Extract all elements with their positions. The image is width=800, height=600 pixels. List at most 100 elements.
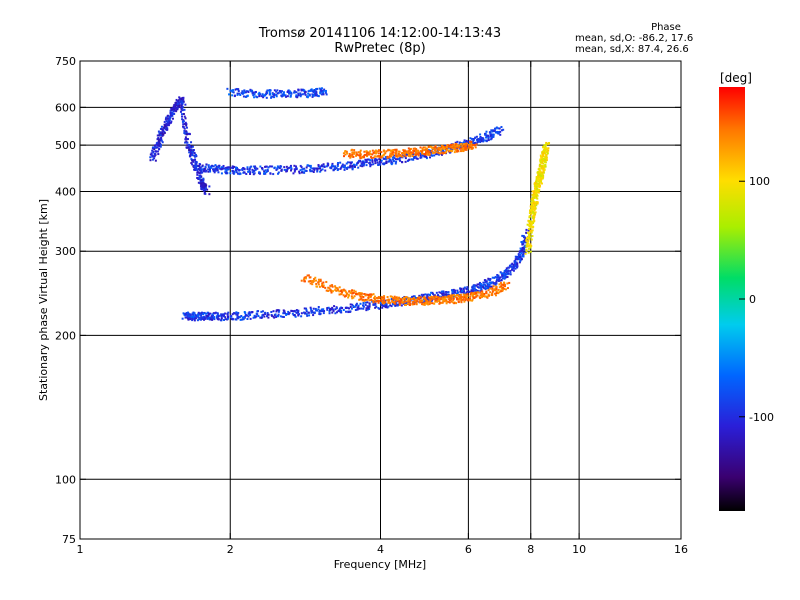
data-point [454, 145, 457, 148]
data-point [479, 297, 482, 300]
data-point [198, 172, 201, 175]
data-point [394, 152, 397, 155]
data-point [181, 105, 184, 108]
data-point [432, 293, 435, 296]
data-point [545, 150, 548, 153]
data-point [497, 275, 500, 278]
data-point [396, 304, 399, 307]
data-point [162, 129, 165, 132]
data-point [322, 163, 325, 166]
data-point [389, 295, 392, 298]
data-point [441, 301, 444, 304]
data-point [352, 296, 355, 299]
data-point [317, 283, 320, 286]
data-point [532, 218, 535, 221]
data-point [311, 90, 314, 93]
data-point [454, 146, 457, 149]
data-point [537, 171, 540, 174]
data-point [240, 315, 243, 318]
data-point [180, 113, 183, 116]
data-point [329, 308, 332, 311]
data-point [201, 171, 204, 174]
data-point [280, 95, 283, 98]
data-point [353, 295, 356, 298]
data-point [453, 151, 456, 154]
data-point [541, 152, 544, 155]
data-point [320, 165, 323, 168]
data-point [396, 158, 399, 161]
data-point [158, 132, 161, 135]
data-point [404, 303, 407, 306]
data-point [350, 162, 353, 165]
data-point [415, 298, 418, 301]
data-point [277, 91, 280, 94]
data-point [426, 150, 429, 153]
data-point [189, 152, 192, 155]
data-point [400, 298, 403, 301]
data-point [461, 144, 464, 147]
data-point [430, 146, 433, 149]
data-point [417, 149, 420, 152]
data-point [434, 147, 437, 150]
data-point [269, 172, 272, 175]
data-point [340, 166, 343, 169]
data-point [313, 169, 316, 172]
data-point [308, 314, 311, 317]
data-point [394, 158, 397, 161]
data-point [200, 175, 203, 178]
data-point [358, 307, 361, 310]
data-point [441, 146, 444, 149]
data-point [216, 312, 219, 315]
data-point [315, 91, 318, 94]
data-point [381, 296, 384, 299]
data-point [421, 147, 424, 150]
data-point [485, 292, 488, 295]
data-point [176, 108, 179, 111]
data-point [469, 140, 472, 143]
data-point [249, 313, 252, 316]
y-tick-label: 400 [55, 185, 76, 198]
data-point [536, 176, 539, 179]
data-point [437, 147, 440, 150]
data-point [149, 153, 152, 156]
data-point [385, 150, 388, 153]
data-point [462, 141, 465, 144]
data-point [189, 148, 192, 151]
data-point [304, 169, 307, 172]
data-point [474, 136, 477, 139]
data-point [497, 278, 500, 281]
data-point [528, 219, 531, 222]
data-point [393, 302, 396, 305]
data-point [503, 272, 506, 275]
data-point [540, 176, 543, 179]
data-point [274, 313, 277, 316]
data-point [365, 150, 368, 153]
data-point [290, 167, 293, 170]
data-point [226, 87, 229, 90]
data-point [498, 286, 501, 289]
data-point [363, 163, 366, 166]
data-point [160, 139, 163, 142]
data-point [364, 298, 367, 301]
data-point [425, 302, 428, 305]
data-point [240, 92, 243, 95]
data-point [338, 290, 341, 293]
data-point [330, 167, 333, 170]
data-point [539, 164, 542, 167]
data-point [254, 166, 257, 169]
data-point [351, 289, 354, 292]
data-point [312, 314, 315, 317]
data-point [500, 290, 503, 293]
data-point [371, 159, 374, 162]
data-point [471, 288, 474, 291]
data-point [430, 295, 433, 298]
data-point [224, 316, 227, 319]
data-point [542, 171, 545, 174]
data-point [448, 301, 451, 304]
data-point [460, 147, 463, 150]
data-point [202, 177, 205, 180]
data-point [299, 92, 302, 95]
data-point [498, 279, 501, 282]
data-point [479, 291, 482, 294]
data-point [504, 285, 507, 288]
